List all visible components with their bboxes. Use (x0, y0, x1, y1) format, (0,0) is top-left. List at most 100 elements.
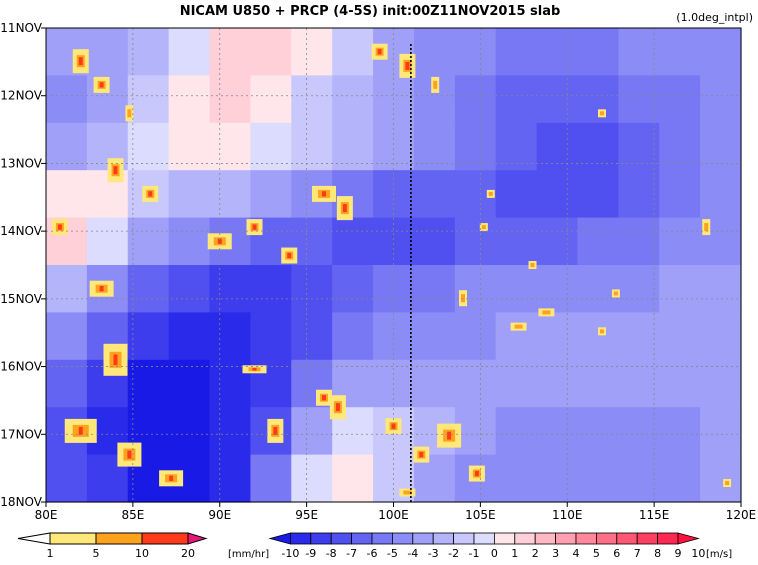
u850-cell (250, 312, 292, 361)
precip-legend: 1 5 10 20 [mm/hr] (17, 532, 269, 560)
u850-cell (413, 265, 456, 313)
x-tick-label: 95E (295, 508, 318, 522)
u850-cell (291, 75, 333, 124)
u850-legend-swatch (330, 532, 353, 545)
precip-area (600, 111, 604, 116)
u850-cell (659, 359, 701, 408)
precip-core (391, 423, 396, 429)
u850-cell (291, 454, 333, 503)
precip-core (169, 475, 174, 481)
y-tick-label: 18NOV (0, 495, 42, 509)
u850-cell (46, 75, 88, 124)
u850-cell (332, 265, 374, 313)
u850-cell (250, 170, 292, 219)
x-tick-label: 120E (726, 508, 757, 522)
u850-cell (46, 312, 88, 361)
u850-cell (536, 28, 579, 76)
u850-legend-label: -4 (407, 547, 418, 560)
precip-core (273, 426, 278, 435)
precip-core (322, 191, 326, 197)
y-tick-label: 13NOV (0, 156, 42, 170)
u850-legend-label: 4 (573, 547, 580, 560)
u850-cell (536, 265, 579, 313)
u850-cell (332, 454, 374, 503)
u850-cell (495, 359, 538, 408)
precip-core (113, 166, 118, 175)
u850-cell (168, 122, 211, 171)
u850-cell (127, 28, 170, 76)
precip-core (419, 451, 424, 458)
u850-cell (332, 28, 374, 76)
u850-legend-swatch (534, 532, 557, 545)
u850-cell (413, 359, 456, 408)
u850-legend-label: 10 (691, 547, 705, 560)
u850-cell (168, 217, 211, 266)
u850-legend-label: 9 (675, 547, 682, 560)
u850-cell (659, 265, 701, 313)
u850-cell (536, 75, 579, 124)
u850-cell (168, 407, 211, 456)
u850-cell (536, 170, 579, 219)
y-tick-label: 14NOV (0, 224, 42, 238)
u850-cell (127, 265, 170, 313)
u850-cell (495, 265, 538, 313)
u850-legend-label: -5 (387, 547, 398, 560)
precip-core (252, 224, 257, 230)
u850-cell (659, 75, 701, 124)
u850-legend-label: -1 (469, 547, 480, 560)
u850-cell (168, 359, 211, 408)
u850-legend-swatch (432, 532, 455, 545)
precip-area (461, 294, 465, 303)
u850-legend-swatch (616, 532, 638, 545)
u850-cell (700, 75, 742, 124)
u850-cell (700, 407, 742, 456)
u850-legend-label: -3 (428, 547, 439, 560)
precip-area (613, 291, 618, 296)
u850-cell (700, 312, 742, 361)
u850-cell (209, 122, 252, 171)
u850-cell (413, 312, 456, 361)
u850-legend-swatch (310, 532, 332, 545)
u850-cell (659, 122, 701, 171)
precip-core (113, 354, 118, 366)
u850-legend: -10 -9 -8 -7 -6 -5 -4 -3 -2 -1 0 1 2 3 4 5 6 7 8 9 10 [m/s] (268, 532, 732, 560)
y-tick-label: 12NOV (0, 89, 42, 103)
u850-cell (291, 122, 333, 171)
u850-cell (495, 312, 538, 361)
u850-legend-swatch (453, 532, 475, 545)
y-tick-label: 15NOV (0, 292, 42, 306)
precip-legend-label: 10 (135, 547, 149, 560)
u850-cell (577, 217, 619, 266)
u850-legend-label: 0 (491, 547, 498, 560)
u850-cell (332, 75, 374, 124)
plot-frame (45, 27, 742, 503)
precip-area (600, 329, 604, 334)
u850-legend-label: -6 (367, 547, 378, 560)
u850-cell (577, 312, 619, 361)
u850-cell (291, 217, 333, 266)
u850-cell (454, 75, 497, 124)
u850-cell (659, 170, 701, 219)
u850-cell (86, 28, 129, 76)
u850-legend-unit: [m/s] (706, 549, 732, 560)
precip-core (322, 395, 326, 401)
resolution-note: (1.0deg_intpl) (676, 11, 753, 24)
u850-cell (332, 312, 374, 361)
u850-cell (127, 359, 170, 408)
u850-cell (332, 217, 374, 266)
precip-area (704, 223, 709, 232)
precip-legend-swatch (141, 532, 189, 545)
u850-cell (454, 312, 497, 361)
precip-area (481, 225, 486, 230)
u850-cell (46, 122, 88, 171)
u850-cell (373, 217, 415, 266)
u850-cell (577, 265, 619, 313)
x-tick-label: 85E (121, 508, 144, 522)
precip-legend-swatch (95, 532, 143, 545)
precip-legend-unit: [mm/hr] (228, 549, 269, 560)
u850-legend-label: 8 (654, 547, 661, 560)
u850-cell (659, 312, 701, 361)
u850-cell (413, 122, 456, 171)
x-tick-label: 105E (465, 508, 496, 522)
